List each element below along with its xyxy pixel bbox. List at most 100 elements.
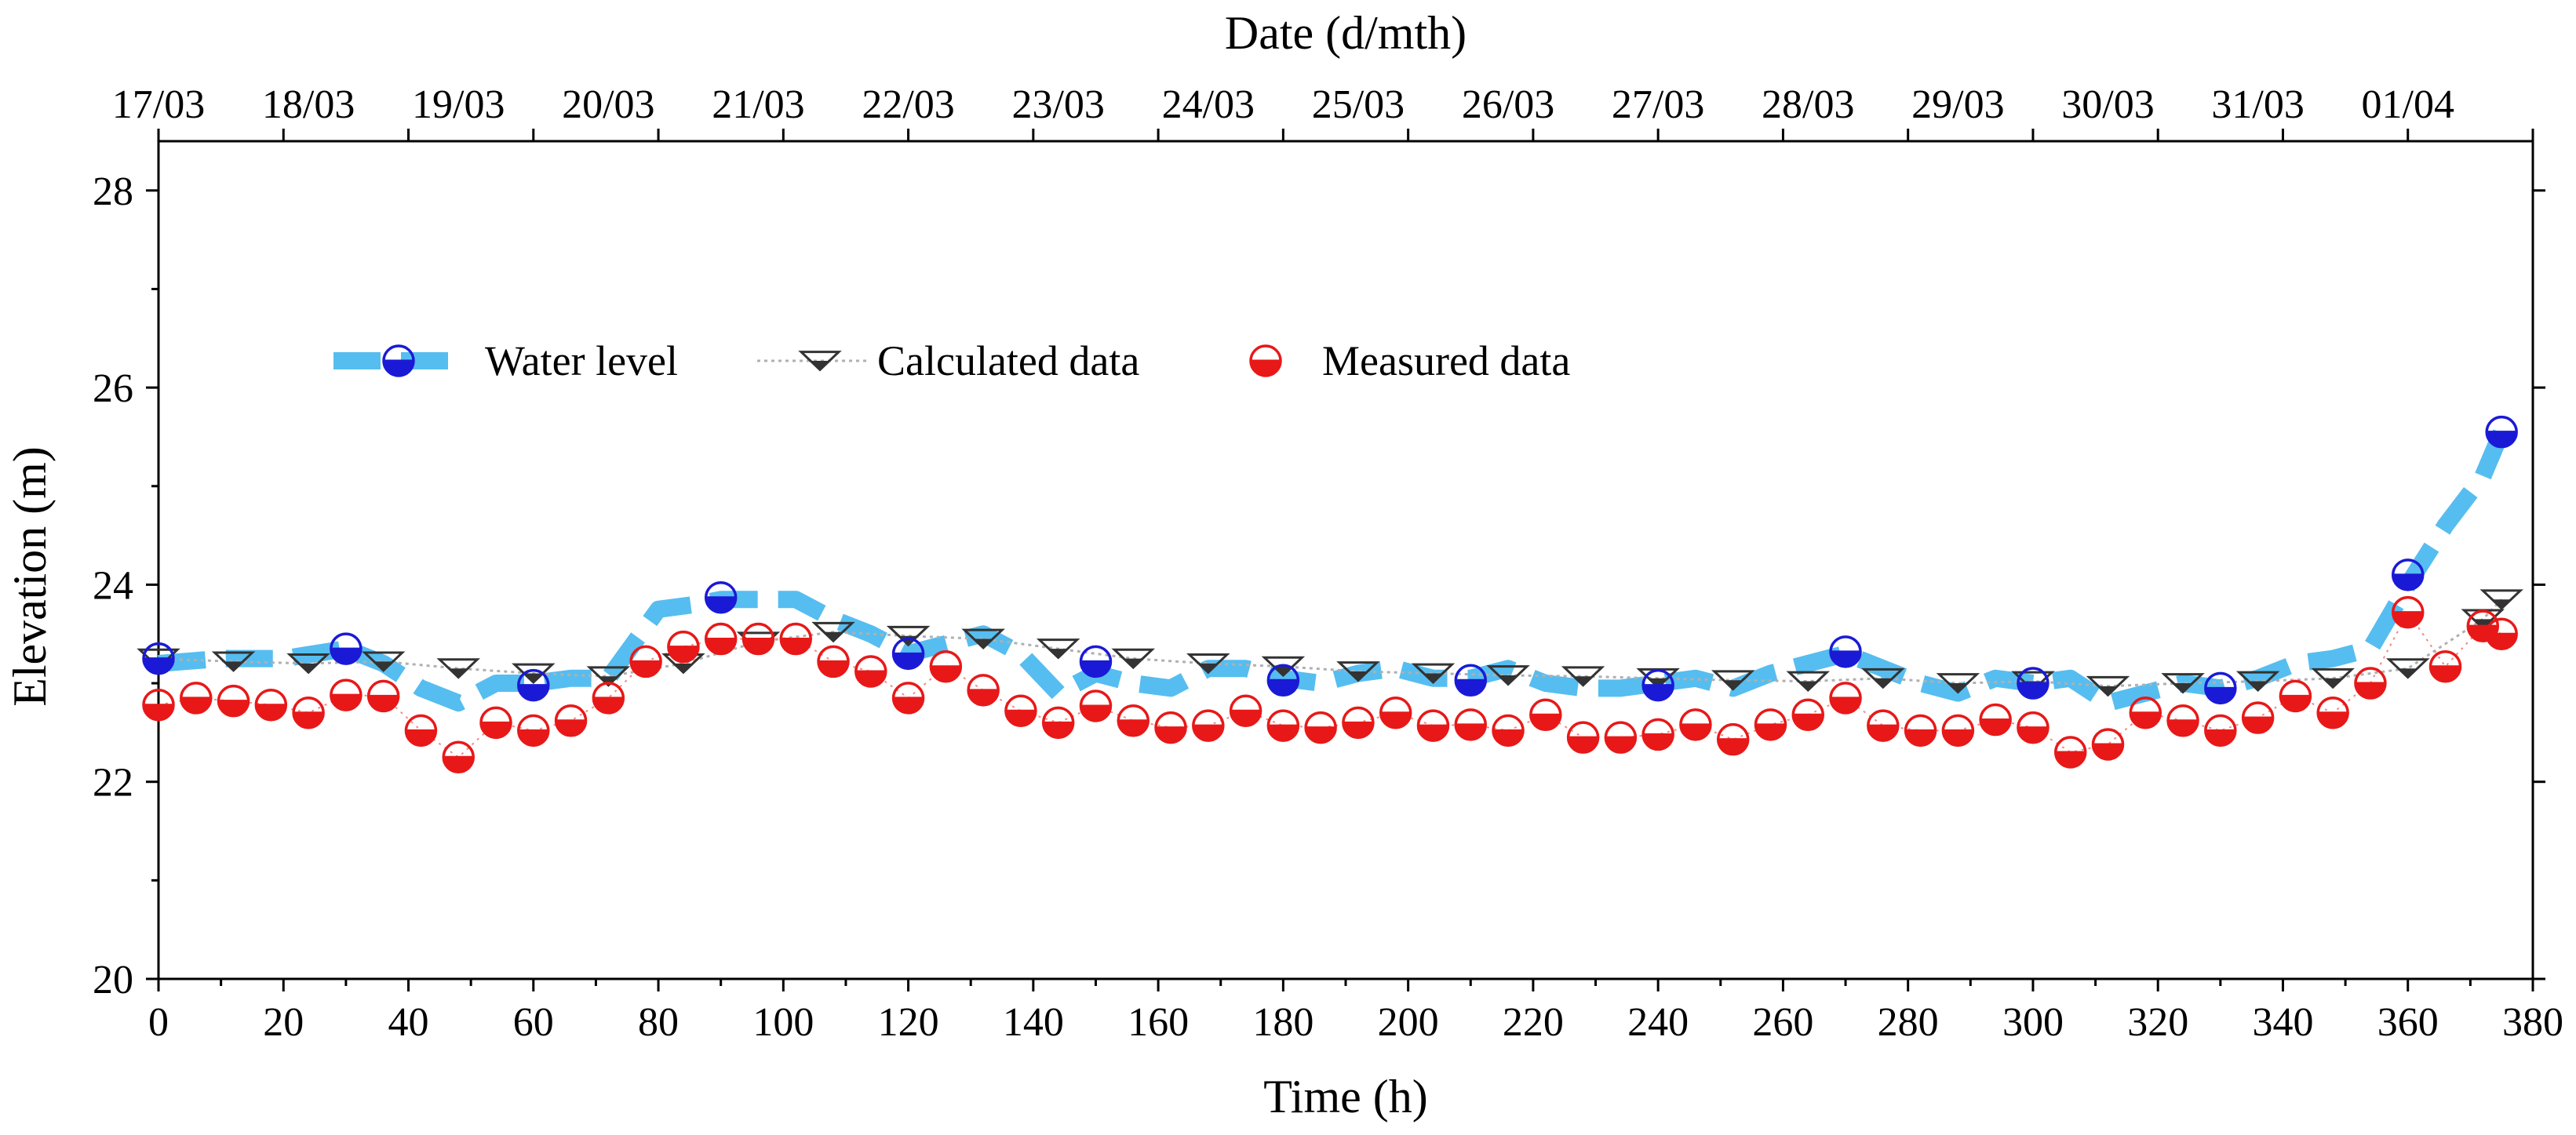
x-tick-label: 240 bbox=[1627, 1000, 1689, 1045]
x-tick-label: 140 bbox=[1003, 1000, 1064, 1045]
measured-data-point-fill bbox=[1306, 727, 1336, 743]
calculated-data-point-fill bbox=[224, 661, 243, 671]
measured-data-point-fill bbox=[180, 697, 211, 713]
calculated-data-point-fill bbox=[1649, 678, 1668, 688]
measured-data-point-fill bbox=[1380, 712, 1411, 728]
plot-frame bbox=[157, 140, 2534, 980]
measured-data-point-fill bbox=[931, 666, 961, 682]
water-level-point bbox=[2017, 667, 2050, 700]
legend-measured-marker bbox=[1249, 344, 1282, 377]
calculated-data-point-outline bbox=[1336, 661, 1380, 682]
calculated-data-point-outline bbox=[2011, 671, 2055, 693]
top-tick-label: 27/03 bbox=[1612, 82, 1704, 127]
calculated-data-point-fill bbox=[673, 663, 693, 673]
measured-data-point-fill bbox=[818, 661, 849, 677]
measured-data-point-fill bbox=[2168, 720, 2199, 736]
measured-data-point bbox=[2129, 697, 2162, 729]
calculated-data-point bbox=[1261, 656, 1306, 678]
calculated-data-point-outline bbox=[811, 621, 855, 643]
water-level-point bbox=[2204, 671, 2237, 705]
top-tick-label: 31/03 bbox=[2211, 82, 2304, 127]
water-level-point-fill bbox=[2017, 683, 2048, 699]
measured-data-point bbox=[1229, 694, 1262, 727]
water-level-point bbox=[142, 642, 175, 675]
x-tick-label: 300 bbox=[2002, 1000, 2064, 1045]
measured-data-point bbox=[1679, 708, 1712, 741]
series-layer bbox=[137, 415, 2523, 774]
measured-data-point-fill bbox=[518, 730, 548, 746]
calculated-data-point-outline bbox=[586, 666, 631, 687]
measured-data-point-fill bbox=[1755, 724, 1786, 740]
calculated-data-point bbox=[1936, 673, 1980, 694]
measured-data-point bbox=[1566, 721, 1600, 754]
calculated-data-point-outline bbox=[2479, 589, 2523, 610]
water-level-point bbox=[1266, 664, 1300, 697]
calculated-data-point-outline bbox=[2235, 671, 2280, 693]
legend-water-level-marker bbox=[382, 344, 415, 377]
calculated-data-point-outline bbox=[886, 625, 931, 647]
measured-data-point-fill bbox=[1605, 737, 1636, 753]
x-axis-title: Time (h) bbox=[1263, 1071, 1427, 1122]
calculated-data-point-outline bbox=[2086, 675, 2130, 697]
measured-data-point bbox=[479, 706, 512, 740]
calculated-data-line bbox=[158, 598, 2503, 688]
measured-data-point-fill bbox=[406, 730, 436, 746]
calculated-data-point bbox=[2086, 675, 2130, 697]
measured-data-point bbox=[854, 655, 887, 688]
measured-data-point bbox=[1791, 698, 1825, 732]
calculated-data-point-fill bbox=[1798, 681, 1818, 690]
measured-data-point bbox=[817, 645, 850, 678]
measured-data-point-fill bbox=[2280, 696, 2311, 711]
x-tick-label: 20 bbox=[263, 1000, 304, 1045]
calculated-data-point-fill bbox=[2248, 681, 2268, 690]
calculated-data-point-outline bbox=[361, 651, 406, 672]
calculated-data-point-fill bbox=[2492, 599, 2512, 609]
measured-data-point bbox=[1492, 714, 1525, 748]
water-level-point-fill bbox=[1643, 685, 1674, 700]
water-level-point bbox=[2391, 558, 2425, 591]
measured-data-point bbox=[366, 679, 400, 713]
measured-data-point bbox=[1604, 721, 1638, 754]
calculated-data-point-fill bbox=[2398, 668, 2418, 678]
measured-data-point bbox=[2091, 728, 2125, 761]
calculated-data-point-fill bbox=[1573, 676, 1593, 686]
calculated-data-point bbox=[1036, 638, 1080, 660]
measured-data-point bbox=[180, 682, 213, 715]
calculated-data-point-outline bbox=[1786, 671, 1831, 693]
top-tick-label: 24/03 bbox=[1162, 82, 1255, 127]
measured-data-point-fill bbox=[743, 638, 774, 654]
calculated-data-point-fill bbox=[1348, 671, 1368, 681]
measured-data-point-fill bbox=[1980, 719, 2011, 735]
calculated-data-point bbox=[1711, 670, 1755, 691]
measured-data-point-fill bbox=[1005, 711, 1036, 726]
water-level-point-fill bbox=[1080, 661, 1111, 677]
calculated-data-point-fill bbox=[974, 638, 993, 648]
water-level-point-fill bbox=[1456, 680, 1486, 696]
calculated-data-point-outline bbox=[1861, 668, 1905, 689]
measured-data-point-fill bbox=[256, 704, 286, 720]
calculated-data-point-outline bbox=[1111, 648, 1156, 670]
measured-data-point-fill bbox=[2017, 727, 2048, 743]
measured-data-point bbox=[1004, 694, 1037, 727]
calculated-data-point-fill bbox=[1198, 663, 1218, 673]
top-tick-label: 28/03 bbox=[1762, 82, 1854, 127]
measured-data-point bbox=[779, 622, 812, 656]
legend-calculated-marker bbox=[798, 351, 842, 372]
calculated-data-point bbox=[361, 651, 406, 672]
x-tick-label: 80 bbox=[638, 1000, 679, 1045]
calculated-data-point bbox=[1111, 648, 1156, 670]
x-tick-label: 180 bbox=[1252, 1000, 1314, 1045]
calculated-data-point-outline bbox=[2161, 673, 2205, 694]
measured-data-point bbox=[1416, 709, 1450, 742]
x-tick-label: 120 bbox=[878, 1000, 939, 1045]
calculated-data-point-fill bbox=[1048, 649, 1068, 658]
x-tick-label: 40 bbox=[388, 1000, 429, 1045]
measured-data-point-fill bbox=[968, 689, 999, 705]
calculated-data-point bbox=[2311, 668, 2355, 689]
measured-data-point-fill bbox=[1867, 726, 1898, 741]
measured-data-point bbox=[217, 684, 250, 718]
calculated-data-point-outline bbox=[2385, 658, 2430, 679]
legend-measured-label: Measured data bbox=[1322, 337, 1570, 384]
measured-data-point bbox=[1154, 711, 1187, 744]
water-level-point bbox=[1079, 645, 1113, 678]
